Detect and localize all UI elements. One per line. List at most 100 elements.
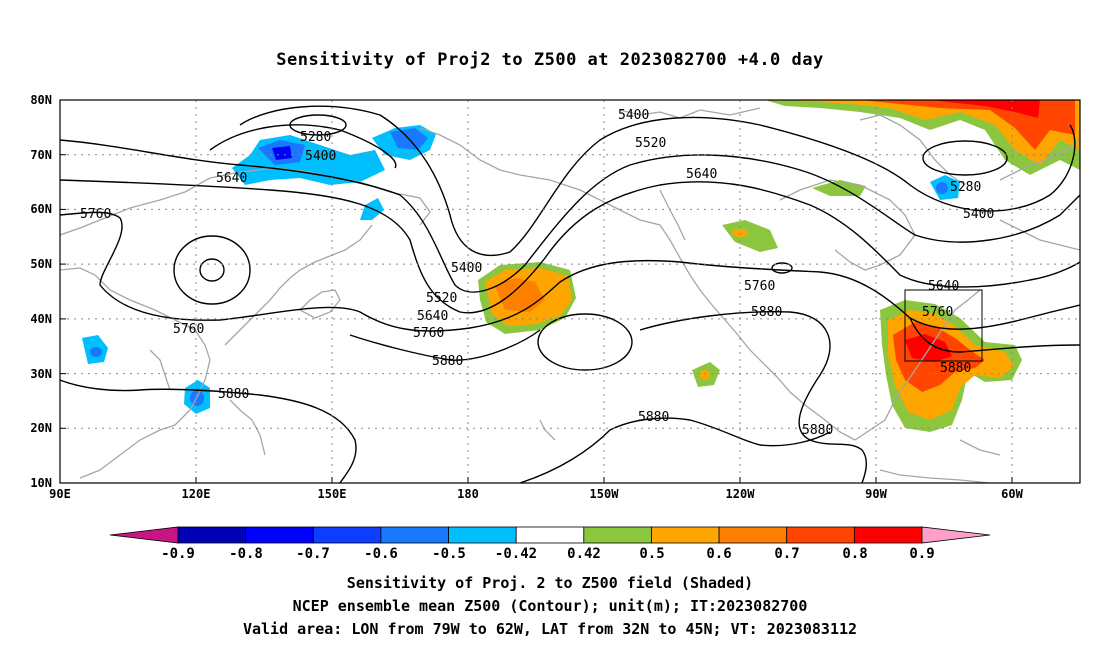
contour-5880-high-pacific: [537, 313, 633, 371]
colorbar-label: 0.5: [639, 546, 664, 562]
colorbar-cell: [651, 526, 720, 544]
contour-5880-high-asia: [173, 235, 251, 305]
contour-5400-inner-west: [209, 124, 397, 169]
contour-label: 5880: [638, 410, 669, 425]
contour-label: 5280: [300, 130, 331, 145]
z500-contours: [60, 105, 1080, 483]
colorbar-under-triangle: [109, 526, 179, 544]
y-tick-label: 60N: [30, 202, 52, 216]
contour-label: 5880: [432, 354, 463, 369]
contour-label: 5640: [928, 279, 959, 294]
colorbar-label: -0.8: [229, 546, 263, 562]
contour-5880-southeast: [519, 417, 831, 483]
x-tick-label: 120W: [726, 487, 756, 501]
contour-label: 5880: [218, 387, 249, 402]
colorbar-cell: [177, 526, 247, 544]
contour-5760: [60, 211, 1080, 332]
coastlines: [60, 107, 1080, 483]
contour-label: 5760: [80, 207, 111, 222]
colorbar-cell: [380, 526, 449, 544]
shade-pacific-dark-orange: [495, 278, 545, 312]
contour-5760-small: [771, 262, 793, 274]
y-tick-label: 10N: [30, 476, 52, 490]
contour-label: 5400: [963, 207, 994, 222]
x-axis-labels: 90E 120E 150E 180 150W 120W 90W 60W: [49, 487, 1023, 501]
contour-label: 5400: [305, 149, 336, 164]
contour-label: 5520: [426, 291, 457, 306]
map-plot-area: 5400 5280 5400 5640 5760 5520 5640 5280 …: [60, 100, 1080, 483]
colorbar-cells: [177, 526, 923, 544]
x-tick-label: 90E: [49, 487, 71, 501]
x-tick-label: 180: [457, 487, 479, 501]
shade-negative-siberia-core: [272, 146, 292, 160]
contour-label: 5760: [173, 322, 204, 337]
colorbar-cell: [583, 526, 652, 544]
colorbar-label: 0.8: [842, 546, 867, 562]
x-tick-label: 150W: [590, 487, 620, 501]
sensitivity-shading: [82, 100, 1080, 432]
shade-patch-rockies: [722, 220, 778, 252]
contour-label: 5760: [413, 326, 444, 341]
y-tick-label: 30N: [30, 367, 52, 381]
axis-tick-marks: [60, 99, 1013, 483]
shade-patch-hawaii-orange: [700, 370, 710, 380]
y-tick-label: 70N: [30, 148, 52, 162]
colorbar-label: 0.6: [706, 546, 731, 562]
contour-label: 5640: [216, 171, 247, 186]
shade-patch-canada: [812, 180, 866, 196]
contour-label: 5280: [950, 180, 981, 195]
shade-arctic-deep-red: [930, 100, 1040, 118]
colorbar-label: -0.5: [432, 546, 466, 562]
valid-area-box: [904, 289, 983, 362]
caption-line-3: Valid area: LON from 79W to 62W, LAT fro…: [242, 620, 858, 638]
contour-label: 5640: [417, 309, 448, 324]
contour-5880-mid: [349, 329, 541, 361]
gridlines: [60, 100, 1080, 483]
contour-label: 5880: [802, 423, 833, 438]
colorbar-cell: [312, 526, 382, 544]
x-tick-label: 150E: [318, 487, 347, 501]
colorbar-cell: [515, 526, 585, 544]
caption-line-1: Sensitivity of Proj. 2 to Z500 field (Sh…: [346, 574, 754, 592]
colorbar-cell: [718, 526, 788, 544]
colorbar-cell: [245, 526, 314, 544]
y-tick-label: 50N: [30, 257, 52, 271]
contour-5880-high-inner: [199, 258, 225, 282]
contour-5880-atlantic: [909, 317, 1080, 353]
y-tick-label: 40N: [30, 312, 52, 326]
colorbar-label: 0.9: [909, 546, 934, 562]
colorbar-label: -0.7: [296, 546, 330, 562]
colorbar-label: -0.42: [495, 546, 537, 562]
contour-5880-southwest: [60, 379, 357, 483]
colorbar-over-triangle: [921, 526, 991, 544]
y-tick-label: 80N: [30, 93, 52, 107]
colorbar-label: 0.42: [567, 546, 601, 562]
contour-5400-north: [239, 105, 1076, 257]
y-tick-label: 20N: [30, 421, 52, 435]
x-tick-label: 60W: [1001, 487, 1023, 501]
contour-5880-east: [639, 311, 868, 483]
colorbar-cell: [853, 526, 923, 544]
contour-label-group: 5400 5280 5400 5640 5760 5520 5640 5280 …: [80, 108, 994, 438]
x-tick-label: 90W: [865, 487, 887, 501]
contour-label: 5760: [744, 279, 775, 294]
map-title: Sensitivity of Proj2 to Z500 at 20230827…: [276, 50, 824, 70]
x-tick-label: 120E: [182, 487, 211, 501]
contour-5520: [60, 139, 1080, 293]
shade-negative-greenland-blue: [936, 182, 948, 194]
colorbar-labels: -0.9 -0.8 -0.7 -0.6 -0.5 -0.42 0.42 0.5 …: [161, 546, 935, 562]
colorbar-label: 0.7: [774, 546, 799, 562]
shade-negative-tibet-blue: [90, 347, 102, 357]
contour-label: 5640: [686, 167, 717, 182]
contour-label: 5760: [922, 305, 953, 320]
contour-label: 5520: [635, 136, 666, 151]
colorbar-label: -0.9: [161, 546, 195, 562]
colorbar-cell: [448, 526, 517, 544]
contour-5280-low-arctic: [922, 140, 1008, 176]
contour-label: 5880: [751, 305, 782, 320]
colorbar: [109, 526, 991, 544]
contour-5640: [60, 179, 1080, 314]
shade-atlantic-deep-red: [905, 334, 952, 362]
y-axis-labels: 80N 70N 60N 50N 40N 30N 20N 10N: [30, 93, 52, 490]
